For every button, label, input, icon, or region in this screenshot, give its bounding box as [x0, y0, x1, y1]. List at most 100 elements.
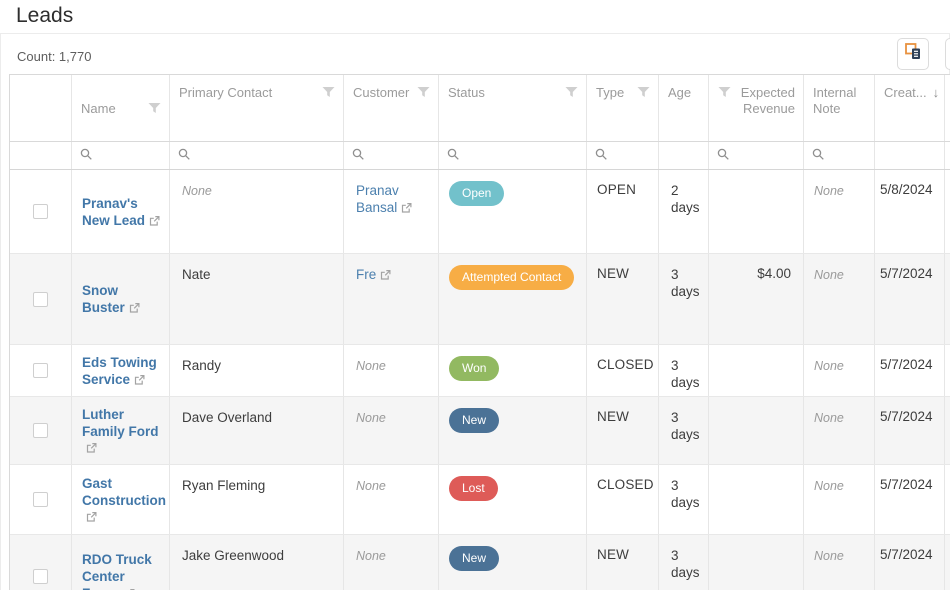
filter-cell-overflow	[945, 142, 950, 169]
external-link-icon[interactable]	[401, 200, 412, 217]
search-icon	[80, 148, 93, 164]
internal-note-cell: None	[804, 465, 875, 534]
filter-input-customer[interactable]	[344, 142, 439, 169]
search-icon	[717, 148, 730, 164]
lead-name-link[interactable]: RDO Truck Center Fargo	[82, 552, 152, 590]
expected-revenue-cell	[709, 345, 804, 396]
row-select-cell	[10, 397, 72, 464]
filter-funnel-icon[interactable]	[144, 102, 161, 117]
filter-input-type[interactable]	[587, 142, 659, 169]
filter-cell-created	[875, 142, 945, 169]
lead-name-link[interactable]: Gast Construction	[82, 475, 166, 508]
filter-funnel-icon[interactable]	[718, 86, 731, 101]
customer-cell: None	[344, 465, 439, 534]
row-checkbox[interactable]	[33, 569, 48, 584]
lead-name-link[interactable]: Eds Towing Service	[82, 354, 157, 387]
expected-revenue-cell	[709, 535, 804, 590]
row-checkbox[interactable]	[33, 204, 48, 219]
column-header-age[interactable]: Age	[659, 75, 709, 141]
column-header-created[interactable]: Creat... ↓	[875, 75, 945, 141]
column-header-customer[interactable]: Customer	[344, 75, 439, 141]
customer-link[interactable]: Pranav Bansal	[356, 183, 399, 215]
filter-funnel-icon[interactable]	[318, 86, 335, 101]
expected-revenue-cell	[709, 465, 804, 534]
lead-name-link[interactable]: Pranav's New Lead	[82, 195, 146, 228]
filter-input-expected-revenue[interactable]	[709, 142, 804, 169]
age-cell: 3 days	[659, 397, 709, 464]
row-checkbox[interactable]	[33, 291, 48, 307]
internal-note-cell: None	[804, 254, 875, 344]
created-cell: 5/7/2024	[875, 535, 945, 590]
secondary-toolbar-button[interactable]	[945, 38, 950, 70]
row-checkbox[interactable]	[33, 423, 48, 438]
external-link-icon[interactable]	[149, 214, 160, 229]
status-badge: New	[449, 408, 500, 433]
age-cell: 3 days	[659, 345, 709, 396]
status-badge: New	[449, 546, 500, 571]
row-select-cell	[10, 465, 72, 534]
primary-contact-cell: Jake Greenwood	[170, 535, 344, 590]
search-icon	[352, 148, 365, 164]
primary-contact-cell: Nate	[170, 254, 344, 344]
status-badge: Attempted Contact	[449, 265, 575, 290]
external-link-icon[interactable]	[129, 301, 140, 316]
external-link-icon[interactable]	[380, 267, 391, 284]
leads-panel: Count: 1,770 Name	[0, 33, 950, 590]
column-header-type[interactable]: Type	[587, 75, 659, 141]
external-link-icon[interactable]	[86, 510, 97, 525]
table-row: Luther Family Ford Dave Overland None Ne…	[10, 397, 950, 465]
copy-table-button[interactable]	[897, 38, 929, 70]
column-header-internal-note[interactable]: Internal Note	[804, 75, 875, 141]
internal-note-cell: None	[804, 535, 875, 590]
customer-cell: Fre	[344, 254, 439, 344]
column-header-status[interactable]: Status	[439, 75, 587, 141]
column-header-name[interactable]: Name	[72, 75, 170, 141]
filter-input-internal-note[interactable]	[804, 142, 875, 169]
table-filter-row	[10, 142, 950, 170]
status-badge: Open	[449, 181, 505, 206]
age-cell: 3 days	[659, 254, 709, 344]
search-icon	[812, 148, 825, 164]
row-select-cell	[10, 535, 72, 590]
internal-note-cell: None	[804, 397, 875, 464]
filter-funnel-icon[interactable]	[561, 86, 578, 101]
type-cell: NEW	[587, 254, 659, 344]
column-header-primary-contact[interactable]: Primary Contact	[170, 75, 344, 141]
type-cell: CLOSED	[587, 465, 659, 534]
customer-link[interactable]: Fre	[356, 267, 377, 282]
filter-input-status[interactable]	[439, 142, 587, 169]
created-cell: 5/7/2024	[875, 345, 945, 396]
type-cell: OPEN	[587, 170, 659, 253]
status-cell: Open	[439, 170, 587, 253]
primary-contact-cell: None	[170, 170, 344, 253]
column-header-select	[10, 75, 72, 141]
overflow-cell	[945, 397, 950, 464]
lead-name-link[interactable]: Luther Family Ford	[82, 406, 159, 439]
status-cell: Lost	[439, 465, 587, 534]
search-icon	[447, 148, 460, 164]
name-cell: RDO Truck Center Fargo	[72, 535, 170, 590]
customer-cell: None	[344, 345, 439, 396]
filter-input-primary-contact[interactable]	[170, 142, 344, 169]
type-cell: NEW	[587, 397, 659, 464]
filter-funnel-icon[interactable]	[413, 86, 430, 101]
row-checkbox[interactable]	[33, 492, 48, 507]
internal-note-cell: None	[804, 170, 875, 253]
row-checkbox[interactable]	[33, 363, 48, 378]
row-select-cell	[10, 345, 72, 396]
name-cell: Luther Family Ford	[72, 397, 170, 464]
overflow-cell	[945, 535, 950, 590]
table-row: RDO Truck Center Fargo Jake Greenwood No…	[10, 535, 950, 590]
status-cell: Won	[439, 345, 587, 396]
lead-name-link[interactable]: Snow Buster	[82, 283, 125, 315]
external-link-icon[interactable]	[134, 373, 145, 388]
column-header-expected-revenue[interactable]: Expected Revenue	[709, 75, 804, 141]
filter-input-name[interactable]	[72, 142, 170, 169]
status-badge: Won	[449, 356, 500, 381]
filter-funnel-icon[interactable]	[633, 86, 650, 101]
overflow-cell	[945, 345, 950, 396]
search-icon	[178, 148, 191, 164]
primary-contact-cell: Ryan Fleming	[170, 465, 344, 534]
external-link-icon[interactable]	[86, 441, 97, 456]
table-row: Eds Towing Service Randy None Won CLOSED…	[10, 345, 950, 397]
